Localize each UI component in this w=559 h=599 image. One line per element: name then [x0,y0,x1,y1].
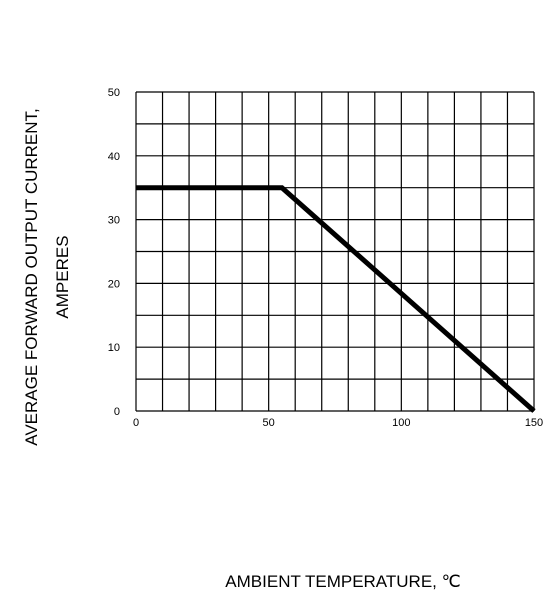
series-group [135,185,536,413]
x-axis-label: AMBIENT TEMPERATURE, ℃ [225,572,460,591]
x-tick-label: 0 [133,417,139,429]
x-tick-label: 100 [392,417,410,429]
y-tick-label: 0 [114,406,120,418]
y-axis-label-line1: AVERAGE FORWARD OUTPUT CURRENT, [22,108,41,446]
y-axis-label-line2: AMPERES [53,235,72,318]
tick-labels: 0 10 20 30 40 50 0 50 100 150 [108,87,543,429]
x-tick-label: 150 [525,417,543,429]
x-tick-label: 50 [263,417,275,429]
derating-curve [136,185,536,413]
y-tick-label: 10 [108,342,120,354]
y-tick-label: 50 [108,87,120,99]
y-tick-label: 30 [108,215,120,227]
y-tick-label: 20 [108,278,120,290]
y-tick-label: 40 [108,151,120,163]
chart-grid [135,91,535,412]
